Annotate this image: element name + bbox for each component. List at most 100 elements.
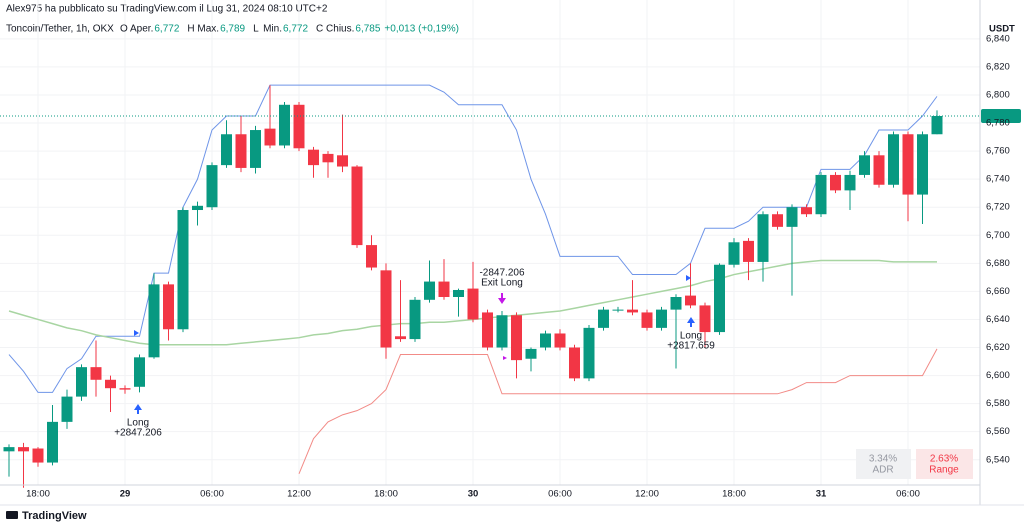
x-tick-label: 12:00 xyxy=(287,489,311,500)
candle-body xyxy=(786,207,798,227)
candle-body xyxy=(830,174,841,191)
ohlc-change: +0,013 (+0,19%) xyxy=(384,24,459,35)
candle-body xyxy=(757,214,769,262)
y-tick-label: 6,800 xyxy=(986,89,1010,100)
annotation: Exit Long xyxy=(481,278,523,289)
annotation: -2847.206 xyxy=(479,268,524,279)
candle-body xyxy=(554,333,566,348)
ohlc-label: Aper. xyxy=(130,24,153,35)
long-arrow xyxy=(687,317,695,327)
candle-body xyxy=(482,312,493,348)
candle-body xyxy=(163,284,174,330)
author-line: Alex975 ha pubblicato su TradingView.com… xyxy=(6,4,328,15)
y-tick-label: 6,720 xyxy=(986,202,1010,213)
x-tick-label: 29 xyxy=(120,489,131,500)
adr-box xyxy=(856,449,911,479)
candle-body xyxy=(308,149,319,166)
candle-body xyxy=(90,367,102,380)
x-tick-label: 06:00 xyxy=(896,489,920,500)
candle-body xyxy=(148,284,160,358)
candle-body xyxy=(134,357,145,387)
x-tick-label: 31 xyxy=(816,489,827,500)
y-tick-label: 6,620 xyxy=(986,342,1010,353)
ohlc-value: 6,772 xyxy=(283,24,308,35)
candle-body xyxy=(18,447,29,452)
exit-marker xyxy=(503,356,507,360)
x-tick-label: 06:00 xyxy=(200,489,224,500)
candle-body xyxy=(612,309,624,311)
candle-body xyxy=(627,309,638,313)
exit-arrow xyxy=(498,293,506,304)
candle-body xyxy=(105,379,116,389)
annotation: Long xyxy=(127,418,149,429)
ohlc-value: 6,789 xyxy=(220,24,245,35)
candle-body xyxy=(337,155,348,167)
y-tick-label: 6,660 xyxy=(986,286,1010,297)
x-tick-label: 12:00 xyxy=(635,489,659,500)
entry-marker xyxy=(134,330,139,336)
y-tick-label: 6,680 xyxy=(986,258,1010,269)
candle-body xyxy=(496,315,508,348)
candle-body xyxy=(931,116,943,135)
candle-body xyxy=(598,309,609,328)
candle-body xyxy=(32,448,44,463)
candle-body xyxy=(656,309,667,328)
candle-body xyxy=(293,104,305,149)
y-tick-label: 6,560 xyxy=(986,426,1010,437)
last-price-box xyxy=(981,109,1021,124)
ohlc-key: L xyxy=(253,24,259,35)
candle-body xyxy=(685,295,696,306)
candle-body xyxy=(902,134,914,195)
x-tick-label: 18:00 xyxy=(722,489,746,500)
candle-body xyxy=(699,305,711,333)
ohlc-label: Max. xyxy=(197,24,219,35)
long-arrow xyxy=(134,404,142,414)
candle-body xyxy=(728,242,740,265)
plot xyxy=(0,84,980,488)
candle-body xyxy=(917,134,928,195)
ohlc-key: H xyxy=(187,24,194,35)
candle-body xyxy=(3,447,15,452)
y-tick-label: 6,580 xyxy=(986,398,1010,409)
candle-body xyxy=(424,281,435,300)
stat-value: 2.63% xyxy=(930,454,958,465)
candle-body xyxy=(888,134,899,185)
x-tick-label: 18:00 xyxy=(374,489,398,500)
candle-body xyxy=(743,240,754,262)
candle-body xyxy=(540,333,551,348)
candle-body xyxy=(366,245,377,268)
stat-value: 3.34% xyxy=(869,454,897,465)
y-tick-label: 6,600 xyxy=(986,370,1010,381)
candle-body xyxy=(47,421,58,463)
candle-body xyxy=(279,104,290,146)
y-tick-label: 6,820 xyxy=(986,61,1010,72)
annotation: Long xyxy=(680,331,702,342)
y-tick-label: 6,740 xyxy=(986,174,1010,185)
y-tick-label: 6,640 xyxy=(986,314,1010,325)
candle-body xyxy=(61,396,73,422)
candle-body xyxy=(772,214,783,227)
candle-body xyxy=(714,264,725,333)
candle-body xyxy=(569,347,580,379)
candle-body xyxy=(859,155,870,175)
candle-body xyxy=(264,128,276,146)
ohlc-value: 6,772 xyxy=(154,24,179,35)
y-tick-label: 6,780 xyxy=(986,118,1010,129)
candle-body xyxy=(322,153,334,163)
brand: TradingView xyxy=(22,510,87,522)
candle-body xyxy=(511,315,522,361)
candle-body xyxy=(670,297,682,310)
y-tick-label: 6,840 xyxy=(986,33,1010,44)
candle-body xyxy=(873,155,885,185)
y-tick-label: 6,540 xyxy=(986,454,1010,465)
ohlc-value: 6,785 xyxy=(355,24,380,35)
ohlc-legend: O Aper. 6,772 H Max. 6,789 L Min. 6,772 C Chius. 6,… xyxy=(120,24,459,35)
candle-body xyxy=(453,289,464,297)
entry-marker xyxy=(686,275,691,281)
ohlc-label: Chius. xyxy=(326,24,354,35)
candle-body xyxy=(844,174,856,191)
candle-body xyxy=(525,348,537,359)
x-tick-label: 30 xyxy=(468,489,479,500)
candle-body xyxy=(206,165,218,208)
